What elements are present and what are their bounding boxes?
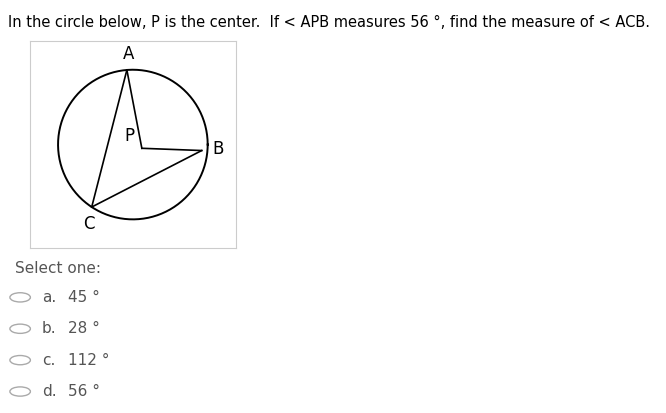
Text: P: P [125, 127, 135, 145]
Text: B: B [212, 140, 224, 158]
Text: c.: c. [42, 353, 55, 368]
Text: In the circle below, P is the center.  If < APB measures 56 °, find the measure : In the circle below, P is the center. If… [8, 15, 650, 30]
Text: 112 °: 112 ° [68, 353, 109, 368]
Text: 45 °: 45 ° [68, 290, 100, 305]
Text: C: C [83, 216, 95, 233]
Text: a.: a. [42, 290, 57, 305]
Text: Select one:: Select one: [15, 261, 101, 276]
Text: b.: b. [42, 321, 57, 336]
Text: 56 °: 56 ° [68, 384, 100, 399]
Text: A: A [123, 45, 134, 63]
Text: d.: d. [42, 384, 57, 399]
Text: 28 °: 28 ° [68, 321, 100, 336]
